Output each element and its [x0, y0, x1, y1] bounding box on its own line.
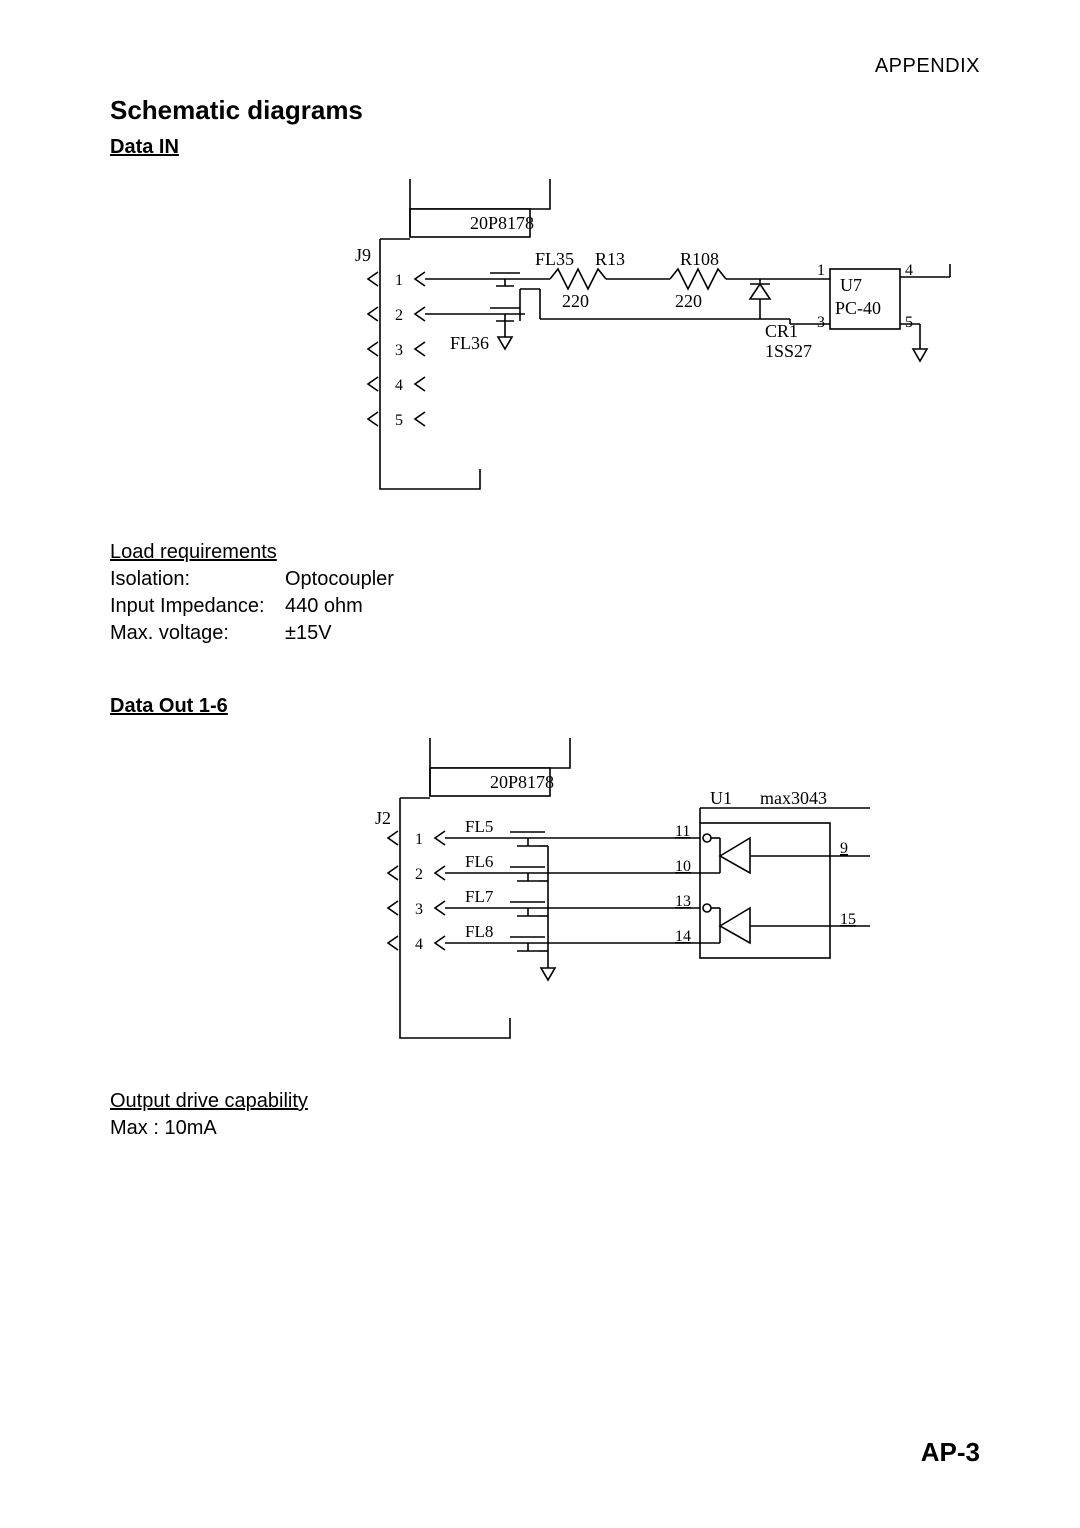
svg-text:FL8: FL8 — [465, 922, 493, 941]
svg-text:20P8178: 20P8178 — [490, 772, 554, 792]
svg-text:4: 4 — [415, 936, 423, 953]
svg-text:max3043: max3043 — [760, 788, 827, 808]
svg-text:13: 13 — [675, 893, 691, 910]
data-in-schematic: 20P8178 J9 FL35 FL36 R13 220 R108 220 CR… — [250, 169, 970, 509]
svg-text:1SS27: 1SS27 — [765, 341, 812, 361]
section-data-out-heading: Data Out 1-6 — [110, 695, 980, 718]
page-title: Schematic diagrams — [110, 95, 980, 126]
data-out-schematic: 20P8178 J2 1 2 3 4 FL5 FL6 FL7 FL8 U1 ma… — [250, 728, 970, 1058]
svg-text:U1: U1 — [710, 788, 732, 808]
section-data-in-heading: Data IN — [110, 136, 980, 159]
page-number: AP-3 — [921, 1437, 980, 1468]
svg-text:3: 3 — [415, 901, 423, 918]
svg-text:U7: U7 — [840, 275, 862, 295]
svg-text:J2: J2 — [375, 808, 391, 828]
svg-text:2: 2 — [395, 307, 403, 324]
svg-text:FL6: FL6 — [465, 852, 493, 871]
svg-text:11: 11 — [675, 823, 690, 840]
svg-text:CR1: CR1 — [765, 321, 798, 341]
svg-text:FL7: FL7 — [465, 887, 494, 906]
output-drive-value: Max : 10mA — [110, 1115, 980, 1142]
isolation-value: Optocoupler — [285, 566, 394, 593]
isolation-label: Isolation: — [110, 566, 285, 593]
svg-text:1: 1 — [395, 272, 403, 289]
svg-text:J9: J9 — [355, 245, 371, 265]
svg-text:1: 1 — [415, 831, 423, 848]
svg-text:220: 220 — [562, 291, 589, 311]
svg-text:R13: R13 — [595, 249, 625, 269]
svg-text:3: 3 — [395, 342, 403, 359]
svg-text:9: 9 — [840, 840, 848, 857]
svg-text:FL36: FL36 — [450, 333, 489, 353]
svg-text:15: 15 — [840, 911, 856, 928]
appendix-header: APPENDIX — [875, 55, 980, 78]
svg-text:5: 5 — [395, 412, 403, 429]
maxv-value: ±15V — [285, 620, 332, 647]
impedance-value: 440 ohm — [285, 593, 363, 620]
output-drive-heading: Output drive capability — [110, 1088, 980, 1115]
maxv-label: Max. voltage: — [110, 620, 285, 647]
load-req-heading: Load requirements — [110, 539, 980, 566]
svg-text:2: 2 — [415, 866, 423, 883]
svg-text:R108: R108 — [680, 249, 719, 269]
svg-text:14: 14 — [675, 928, 691, 945]
svg-text:20P8178: 20P8178 — [470, 213, 534, 233]
svg-text:4: 4 — [395, 377, 403, 394]
svg-text:1: 1 — [817, 262, 825, 279]
svg-text:10: 10 — [675, 858, 691, 875]
impedance-label: Input Impedance: — [110, 593, 285, 620]
svg-text:FL5: FL5 — [465, 817, 493, 836]
svg-text:4: 4 — [905, 262, 913, 279]
svg-text:PC-40: PC-40 — [835, 298, 881, 318]
svg-text:5: 5 — [905, 314, 913, 331]
svg-text:220: 220 — [675, 291, 702, 311]
svg-text:FL35: FL35 — [535, 249, 574, 269]
svg-text:3: 3 — [817, 314, 825, 331]
